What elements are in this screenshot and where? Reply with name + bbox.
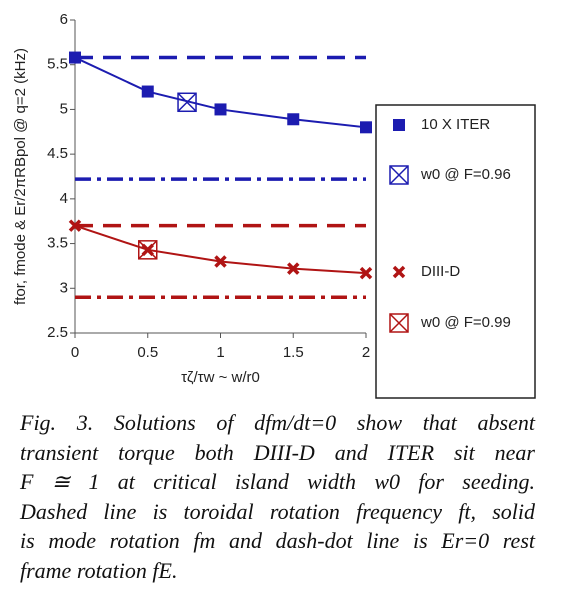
marker-box-x [389, 165, 409, 185]
series-line [74, 56, 367, 129]
marker-square [393, 119, 405, 131]
caption: Fig. 3. Solutions of dfm/dt=0 show that … [20, 408, 535, 585]
y-tick-label: 5 [60, 100, 68, 117]
legend-label: 10 X ITER [421, 116, 490, 133]
caption-line: is mode rotation fm and dash-dot line is… [20, 528, 535, 553]
legend-box [375, 104, 536, 399]
caption-line: transient torque both DIII-D and ITER si… [20, 439, 535, 465]
marker [177, 92, 197, 113]
marker [360, 121, 372, 134]
y-tick-label: 3.5 [47, 235, 68, 252]
y-tick-label: 4.5 [47, 145, 68, 162]
caption-line: Dashed line is toroidal rotation frequen… [20, 498, 535, 524]
marker-square [287, 113, 300, 126]
y-tick-label: 4 [60, 190, 68, 207]
x-tick-label: 2 [362, 344, 370, 361]
marker [393, 119, 405, 131]
marker-box-x [389, 313, 409, 333]
x-tick-label: 0.5 [137, 344, 158, 361]
y-tick-label: 5.5 [47, 56, 68, 73]
x-axis-label: τζ/τw ~ w/r0 [181, 369, 260, 386]
marker [141, 85, 154, 98]
y-tick-label: 2.5 [47, 324, 68, 341]
x-tick-label: 0 [71, 344, 79, 361]
marker-box-x [138, 240, 158, 260]
marker-square [141, 85, 154, 98]
marker-x [214, 255, 227, 268]
marker [214, 255, 227, 268]
marker [389, 313, 409, 333]
y-tick-label: 6 [60, 11, 68, 28]
marker-box [177, 92, 197, 113]
marker-box [389, 165, 409, 185]
marker [138, 240, 158, 260]
caption-line: frame rotation fE. [20, 557, 178, 583]
marker [68, 219, 82, 232]
marker-square [214, 103, 227, 116]
caption-line: Fig. 3. Solutions of dfm/dt=0 show that … [20, 410, 535, 435]
marker-box [138, 240, 158, 260]
marker [287, 113, 300, 126]
legend-label: w0 @ F=0.96 [420, 166, 511, 183]
marker [389, 165, 409, 185]
marker-x [392, 265, 406, 279]
chart: 6 5.5 5 4.5 4 3.5 3 2.50 0.5 1 1.5 2 τζ/τw ~ w/r0 fto… [12, 11, 536, 399]
marker [392, 265, 406, 279]
legend-label: DIII-D [421, 263, 460, 280]
x-tick-label: 1.5 [283, 344, 304, 361]
marker-box [389, 313, 409, 333]
marker [287, 262, 300, 275]
series-line [74, 224, 367, 275]
y-tick-label: 3 [60, 279, 68, 296]
marker-square [360, 121, 372, 134]
caption-line: F ≅ 1 at critical island width w0 for se… [20, 469, 535, 494]
marker-x [287, 262, 300, 275]
marker-x [359, 266, 373, 280]
y-axis-label: ftor, fmode & Er/2πRBpol @ q=2 (kHz) [12, 48, 29, 305]
legend-label: w0 @ F=0.99 [420, 314, 511, 331]
marker-x [68, 219, 82, 232]
marker [359, 266, 373, 280]
marker [69, 51, 81, 64]
marker-box-x [177, 92, 197, 112]
marker-square [69, 51, 81, 64]
x-tick-label: 1 [216, 344, 224, 361]
marker [214, 103, 227, 116]
